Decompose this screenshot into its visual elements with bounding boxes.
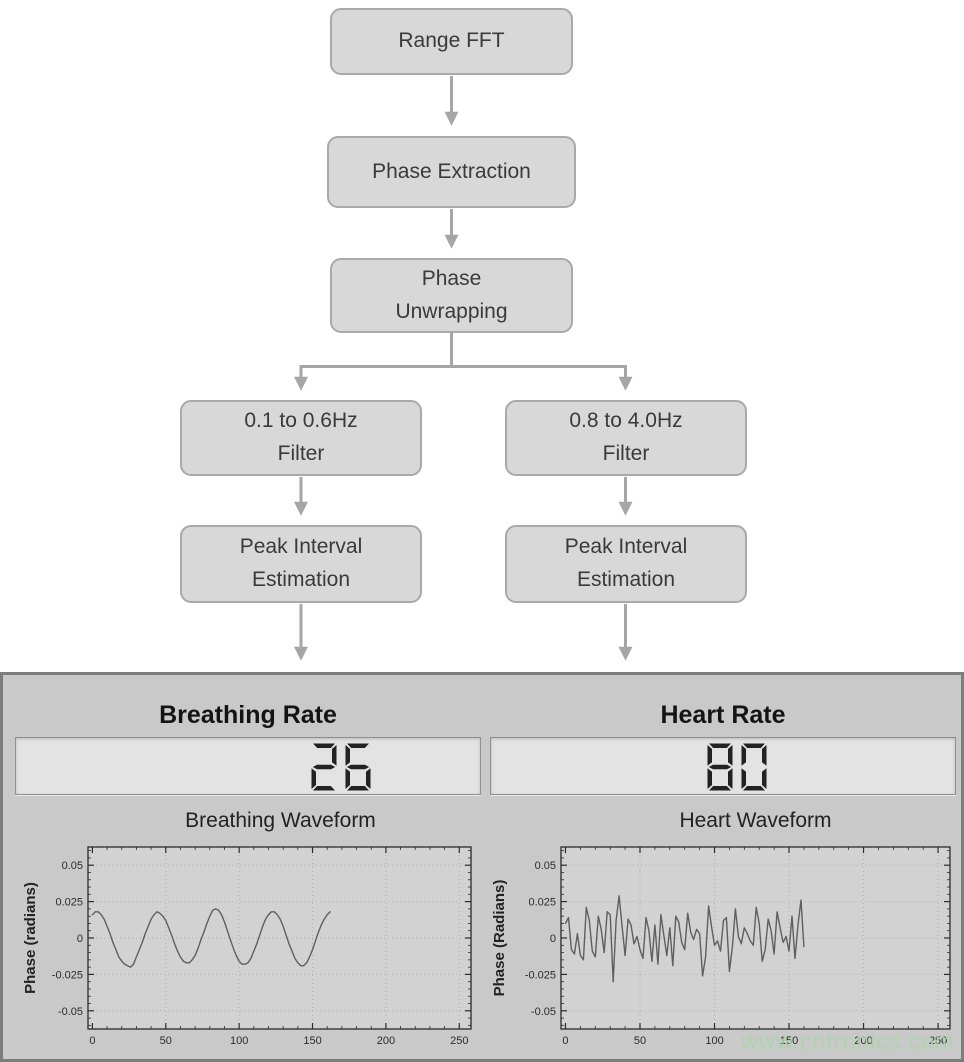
- svg-text:200: 200: [854, 1035, 872, 1047]
- svg-text:0.05: 0.05: [62, 860, 83, 872]
- heart-waveform-title: Heart Waveform: [679, 809, 832, 832]
- breathing-rate-display: [15, 737, 481, 795]
- heart-rate-title: Heart Rate: [660, 701, 786, 729]
- heart-rate-digits: [707, 743, 767, 796]
- svg-text:0: 0: [562, 1035, 568, 1047]
- breathing-waveform-title: Breathing Waveform: [185, 809, 376, 832]
- svg-text:250: 250: [929, 1035, 947, 1047]
- breathing-rate-title: Breathing Rate: [159, 701, 337, 729]
- svg-text:0: 0: [77, 933, 83, 945]
- processing-flowchart: Range FFT Phase Extraction Phase Unwrapp…: [180, 8, 747, 661]
- vital-signs-panel: Breathing Rate Heart Rate Breathing Wave…: [0, 672, 964, 1062]
- node-phase-extraction: Phase Extraction: [327, 136, 576, 208]
- svg-text:0: 0: [89, 1035, 95, 1047]
- svg-text:Phase (radians): Phase (radians): [22, 882, 39, 994]
- svg-text:150: 150: [303, 1035, 321, 1047]
- svg-text:100: 100: [230, 1035, 248, 1047]
- svg-text:200: 200: [377, 1035, 395, 1047]
- node-heart-peak-estimation: Peak Interval Estimation: [505, 525, 747, 603]
- heart-waveform-chart: 0 50 100 150 200 250 -0.05 -0.025 0 0.025 0.05 Phas…: [490, 841, 960, 1056]
- heart-rate-display: [490, 737, 956, 795]
- svg-text:0.05: 0.05: [535, 860, 556, 872]
- svg-text:-0.025: -0.025: [525, 969, 556, 981]
- breathing-waveform-chart: 0 50 100 150 200 250 -0.05 -0.025 0 0.025 0.05 Phas…: [21, 841, 481, 1056]
- svg-text:250: 250: [450, 1035, 468, 1047]
- svg-text:-0.05: -0.05: [531, 1006, 556, 1018]
- svg-text:Phase (Radians): Phase (Radians): [491, 880, 508, 997]
- node-phase-unwrapping: Phase Unwrapping: [330, 258, 573, 333]
- svg-text:100: 100: [705, 1035, 723, 1047]
- svg-text:50: 50: [160, 1035, 172, 1047]
- node-heart-filter: 0.8 to 4.0Hz Filter: [505, 400, 747, 476]
- breathing-rate-digits: [311, 743, 371, 796]
- node-breath-peak-estimation: Peak Interval Estimation: [180, 525, 422, 603]
- svg-text:-0.025: -0.025: [52, 969, 83, 981]
- svg-text:-0.05: -0.05: [58, 1006, 83, 1018]
- svg-text:0: 0: [550, 933, 556, 945]
- svg-text:0.025: 0.025: [55, 897, 83, 909]
- svg-text:0.025: 0.025: [528, 897, 556, 909]
- svg-text:150: 150: [780, 1035, 798, 1047]
- node-range-fft: Range FFT: [330, 8, 573, 75]
- svg-text:50: 50: [634, 1035, 646, 1047]
- node-breath-filter: 0.1 to 0.6Hz Filter: [180, 400, 422, 476]
- flowchart-connectors: [294, 76, 633, 661]
